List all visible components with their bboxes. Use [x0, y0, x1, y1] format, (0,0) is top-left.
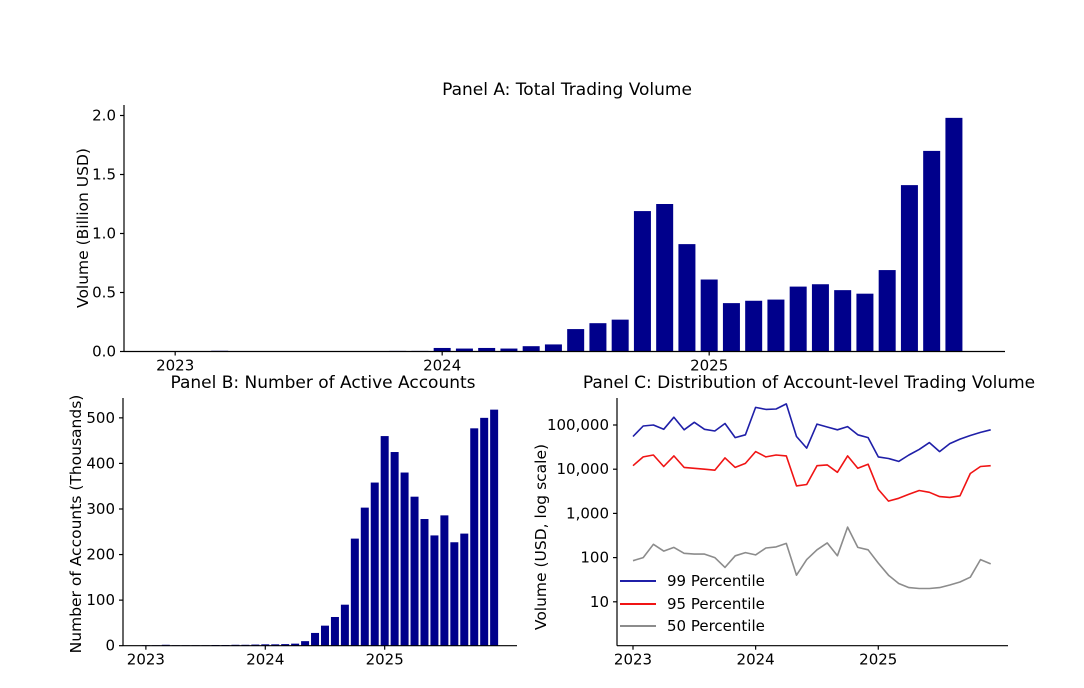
- legend-line-50-swatch: [620, 624, 656, 627]
- panel-a-ylabel: Volume (Billion USD): [74, 148, 92, 308]
- bar: [480, 417, 489, 646]
- bar: [420, 519, 429, 646]
- y-tick-label: 100: [580, 549, 609, 567]
- x-tick-label: 2024: [423, 357, 461, 375]
- legend-line-95-swatch: [620, 602, 656, 605]
- bar: [440, 515, 449, 646]
- bar: [589, 323, 607, 352]
- bar: [430, 535, 439, 646]
- legend-item-50-percentile: 50 Percentile: [620, 615, 765, 637]
- panel-c-ylabel: Volume (USD, log scale): [532, 443, 550, 631]
- line-p99: [632, 403, 991, 463]
- x-tick-label: 2025: [859, 651, 897, 669]
- y-tick-label: 2.0: [92, 107, 116, 125]
- bar: [611, 319, 629, 352]
- y-tick-label: 200: [86, 546, 115, 564]
- bar: [281, 644, 290, 646]
- bar: [656, 204, 674, 352]
- x-tick-label: 2025: [690, 357, 728, 375]
- panel-b-ylabel: Number of Accounts (Thousands): [67, 394, 85, 654]
- bar: [330, 616, 339, 646]
- x-tick-label: 2023: [156, 357, 194, 375]
- panel-c-legend: 99 Percentile 95 Percentile 50 Percentil…: [620, 570, 765, 637]
- legend-label-99: 99 Percentile: [667, 572, 765, 591]
- bar: [700, 279, 718, 352]
- bar: [834, 290, 852, 352]
- bar: [320, 625, 329, 646]
- bar: [311, 632, 320, 646]
- x-tick-label: 2024: [246, 651, 284, 669]
- bar: [878, 270, 896, 352]
- panel-b-title: Panel B: Number of Active Accounts: [170, 373, 476, 393]
- bar: [460, 533, 469, 646]
- bar: [400, 472, 409, 646]
- bar: [433, 347, 451, 352]
- panel-b: 0 100 200 300 400 500 2023 2024 2025: [86, 398, 517, 669]
- panel-c: 10 100 1,000 10,000 100,000 2023 2024 2025: [547, 398, 1008, 669]
- y-tick-label: 300: [86, 500, 115, 518]
- bar: [678, 244, 696, 352]
- y-tick-label: 0.5: [92, 284, 116, 302]
- x-tick-label: 2024: [737, 651, 775, 669]
- y-tick-label: 1.0: [92, 225, 116, 243]
- bar: [370, 482, 379, 646]
- bar: [390, 452, 399, 646]
- bar: [291, 643, 300, 646]
- bar: [811, 284, 829, 352]
- y-tick-label: 500: [86, 409, 115, 427]
- bar: [900, 185, 918, 352]
- bar: [450, 542, 459, 646]
- panel-a-title: Panel A: Total Trading Volume: [442, 80, 692, 100]
- line-p50: [632, 526, 992, 590]
- bar: [340, 604, 349, 646]
- bar: [856, 293, 874, 352]
- bar: [522, 346, 540, 352]
- y-tick-label: 100: [86, 591, 115, 609]
- y-tick-label: 100,000: [547, 416, 609, 434]
- legend-item-99-percentile: 99 Percentile: [620, 570, 765, 592]
- y-tick-label: 400: [86, 454, 115, 472]
- bar: [767, 299, 785, 352]
- bar: [455, 348, 473, 352]
- y-tick-label: 0: [105, 637, 115, 655]
- x-tick-label: 2023: [614, 651, 652, 669]
- bar: [261, 644, 270, 646]
- panel-a: 0.0 0.5 1.0 1.5 2.0 2023 2024 2025: [92, 105, 1005, 375]
- bar: [722, 303, 740, 352]
- bar: [380, 436, 389, 646]
- bar: [544, 344, 562, 352]
- bar: [490, 409, 499, 646]
- x-tick-label: 2025: [366, 651, 404, 669]
- line-p95: [632, 450, 991, 502]
- bar: [360, 507, 369, 646]
- bar: [410, 496, 419, 646]
- y-tick-label: 1,000: [566, 504, 609, 522]
- y-tick-label: 10,000: [557, 460, 610, 478]
- panel-c-title: Panel C: Distribution of Account-level T…: [582, 373, 1036, 393]
- bar: [633, 211, 651, 352]
- y-tick-label: 10: [590, 593, 609, 611]
- x-tick-label: 2023: [127, 651, 165, 669]
- bar: [567, 329, 585, 352]
- legend-line-99-swatch: [620, 580, 656, 583]
- bar: [470, 428, 479, 646]
- y-tick-label: 0.0: [92, 343, 116, 361]
- bar: [745, 300, 763, 352]
- legend-item-95-percentile: 95 Percentile: [620, 592, 765, 614]
- y-tick-label: 1.5: [92, 166, 116, 184]
- panel-a-bars: [166, 117, 963, 352]
- bar: [478, 347, 496, 352]
- bar: [789, 286, 807, 352]
- bar: [923, 150, 941, 352]
- bar: [500, 348, 518, 352]
- bar: [301, 641, 310, 646]
- bar: [945, 117, 963, 352]
- bar: [350, 538, 359, 646]
- panel-b-bars: [141, 409, 499, 646]
- legend-label-50: 50 Percentile: [667, 616, 765, 635]
- legend-label-95: 95 Percentile: [667, 594, 765, 613]
- bar: [271, 644, 280, 646]
